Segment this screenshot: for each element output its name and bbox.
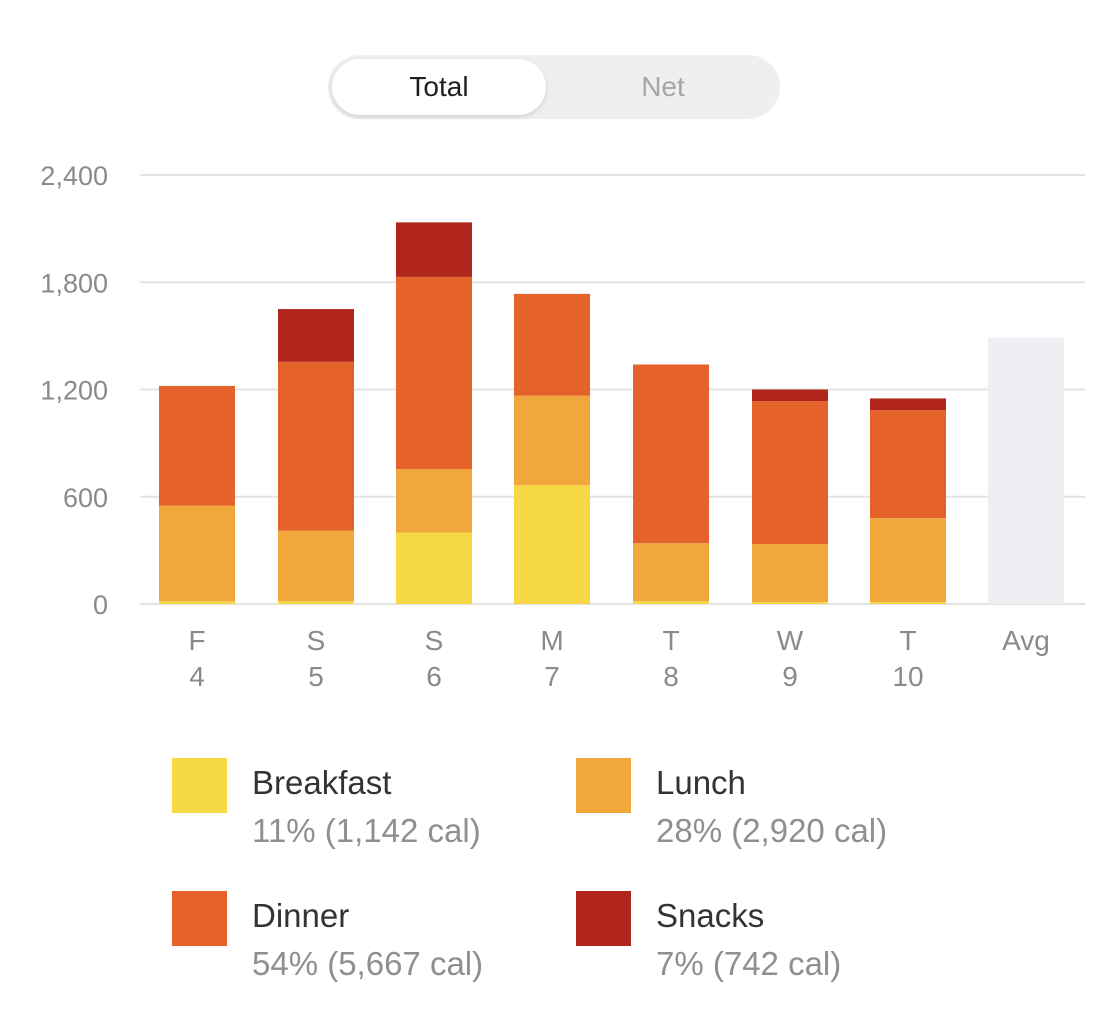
y-tick-label: 1,800 <box>40 268 108 298</box>
legend-stat: 54% (5,667 cal) <box>252 945 484 982</box>
bar-segment-lunch <box>514 395 590 486</box>
x-tick-day: T <box>899 625 916 656</box>
legend-item-breakfast: Breakfast 11% (1,142 cal) <box>172 756 592 866</box>
bar-segment-lunch <box>752 544 828 603</box>
bar-segment-breakfast <box>752 602 828 604</box>
x-tick-day: F <box>188 625 205 656</box>
bar-segment-dinner <box>396 276 472 470</box>
bar-segment-dinner <box>633 364 709 544</box>
y-tick-label: 1,200 <box>40 376 108 406</box>
legend-swatch-dinner <box>172 891 227 946</box>
calories-stacked-bar-chart: 0 600 1,200 1,800 2,400 F 4 S 5 S 6 M 7 T 8 W 9 T 10 Avg <box>40 161 1085 692</box>
bar-segment-snacks <box>278 309 354 362</box>
total-tab[interactable]: Total <box>332 59 546 115</box>
x-tick-day: S <box>425 625 444 656</box>
bar-segment-snacks <box>752 389 828 402</box>
legend-label: Breakfast <box>252 764 392 801</box>
bar-segment-breakfast <box>870 602 946 604</box>
bar-segment-breakfast <box>514 485 590 604</box>
x-tick-day: T <box>662 625 679 656</box>
x-tick-date: 5 <box>308 661 324 692</box>
bar-segment-lunch <box>870 518 946 603</box>
total-net-toggle[interactable]: Total Net <box>328 55 780 119</box>
bar-segment-breakfast <box>633 601 709 604</box>
net-tab[interactable]: Net <box>641 71 685 102</box>
x-tick-date: 6 <box>426 661 442 692</box>
legend-label: Lunch <box>656 764 746 801</box>
legend-stat: 7% (742 cal) <box>656 945 842 982</box>
x-tick-date: 8 <box>663 661 679 692</box>
x-tick-day: S <box>307 625 326 656</box>
y-tick-label: 2,400 <box>40 161 108 191</box>
bar-segment-snacks <box>870 398 946 411</box>
legend-item-snacks: Snacks 7% (742 cal) <box>576 889 996 999</box>
legend-stat: 28% (2,920 cal) <box>656 812 888 849</box>
legend-swatch-lunch <box>576 758 631 813</box>
bar-segment-lunch <box>278 530 354 602</box>
bar-segment-lunch <box>396 469 472 533</box>
bar-segment-dinner <box>278 361 354 531</box>
bar-segment-dinner <box>514 293 590 396</box>
x-tick-day: M <box>540 625 563 656</box>
x-tick-date: 9 <box>782 661 798 692</box>
x-tick-date: 7 <box>544 661 560 692</box>
y-tick-label: 600 <box>63 483 108 513</box>
x-tick-date: 4 <box>189 661 205 692</box>
legend-stat: 11% (1,142 cal) <box>252 812 481 849</box>
avg-bar <box>988 337 1064 604</box>
legend-label: Snacks <box>656 897 765 934</box>
bar-segment-breakfast <box>396 532 472 604</box>
bar-segment-breakfast <box>159 601 235 604</box>
bar-segment-lunch <box>159 505 235 602</box>
y-tick-label: 0 <box>93 590 108 620</box>
legend-swatch-breakfast <box>172 758 227 813</box>
legend-swatch-snacks <box>576 891 631 946</box>
legend-label: Dinner <box>252 897 350 934</box>
bar-segment-lunch <box>633 543 709 602</box>
bar-segment-dinner <box>159 385 235 506</box>
bar-segment-dinner <box>752 401 828 545</box>
bar-segment-dinner <box>870 410 946 519</box>
x-tick-day: Avg <box>1002 625 1050 656</box>
x-tick-date: 10 <box>892 661 923 692</box>
bar-segment-breakfast <box>278 601 354 604</box>
legend-item-lunch: Lunch 28% (2,920 cal) <box>576 756 996 866</box>
legend-item-dinner: Dinner 54% (5,667 cal) <box>172 889 592 999</box>
x-tick-day: W <box>777 625 804 656</box>
bar-segment-snacks <box>396 222 472 277</box>
